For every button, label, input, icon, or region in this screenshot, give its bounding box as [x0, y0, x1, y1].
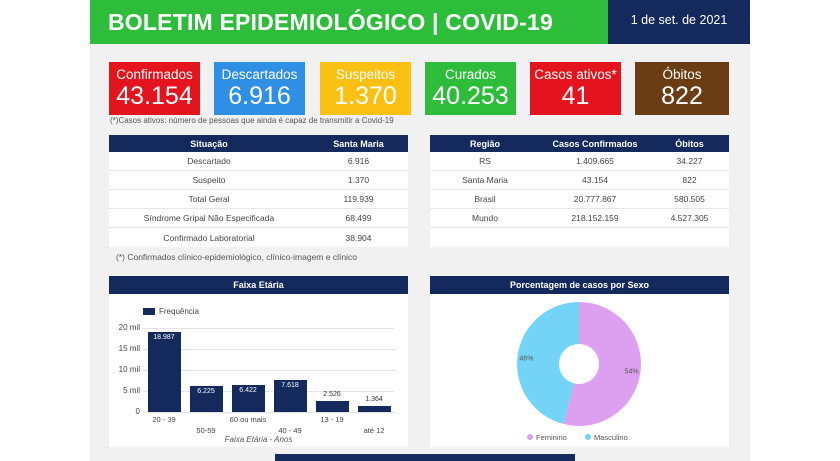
bar[interactable]	[315, 401, 349, 412]
report-date: 1 de set. de 2021	[608, 0, 750, 44]
legend-swatch	[143, 308, 155, 315]
table-row: Confirmado Laboratorial 38.904	[163, 232, 372, 243]
table-row: Descartado 6.916	[109, 152, 408, 171]
bar[interactable]	[231, 385, 265, 412]
card-value: 6.916	[228, 82, 291, 110]
donut-chart: 54% 46% Feminino Masculino	[517, 302, 641, 442]
card-label: Óbitos	[662, 67, 702, 82]
column-header: Região	[469, 138, 500, 149]
y-tick-label: 0	[135, 407, 140, 416]
bar-value-label: 7.618	[281, 382, 299, 389]
card-obitos[interactable]: Óbitos 822	[635, 62, 729, 115]
dashboard: BOLETIM EPIDEMIOLÓGICO | COVID-19 1 de s…	[90, 0, 750, 461]
x-tick-label: 60 ou mais	[229, 415, 267, 424]
card-label: Suspeitos	[335, 67, 396, 82]
table-row: RS 1.409.665 34.227	[430, 152, 729, 171]
pie-slice-masculino[interactable]	[517, 302, 579, 425]
age-chart-panel: Faixa Etária Frequência Faixa Etária - A…	[109, 276, 408, 447]
table-row: Brasil 20.777.867 580.505	[430, 190, 729, 209]
card-curados[interactable]: Curados 40.253	[425, 62, 516, 115]
legend-label[interactable]: Frequência	[159, 307, 200, 316]
slice-value-label: 46%	[519, 355, 533, 362]
card-value: 41	[561, 82, 590, 110]
regiao-table: Região Casos Confirmados Óbitos RS 1.409…	[430, 135, 729, 247]
column-header: Santa Maria	[333, 138, 384, 149]
card-label: Descartados	[221, 67, 298, 82]
active-cases-note: (*)Casos ativos: número de pessoas que a…	[110, 116, 394, 125]
card-value: 1.370	[334, 82, 397, 110]
pie-slice-feminino[interactable]	[563, 302, 641, 426]
panel-title: Faixa Etária	[109, 276, 408, 294]
table-row: Suspeito 1.370	[109, 171, 408, 190]
legend-label[interactable]: Masculino	[594, 433, 628, 442]
y-tick-label: 20 mil	[118, 323, 140, 332]
gridline	[143, 370, 395, 371]
gridline	[143, 349, 395, 350]
sex-chart-panel: Porcentagem de casos por Sexo 54% 46% Femi…	[430, 276, 729, 447]
bar[interactable]	[273, 380, 307, 412]
column-header: Situação	[190, 138, 228, 149]
x-tick-label: 40 - 49	[278, 426, 302, 435]
bar-value-label: 2.526	[323, 391, 341, 399]
confirmed-note: (*) Confirmados clínico-epidemiológico, …	[116, 252, 357, 262]
gridline	[143, 328, 395, 329]
gridline	[143, 391, 395, 392]
column-header: Óbitos	[675, 138, 704, 149]
footer-bar	[275, 454, 575, 461]
x-tick-label: 13 - 19	[320, 415, 344, 424]
panel-title: Porcentagem de casos por Sexo	[430, 276, 729, 294]
slice-value-label: 54%	[625, 369, 639, 376]
table-row: Síndrome Gripal Não Especificada 68.499	[109, 209, 408, 228]
legend-dot	[585, 434, 591, 440]
card-casos-ativos[interactable]: Casos ativos* 41	[530, 62, 621, 115]
x-axis-title: Faixa Etária - Anos	[224, 435, 293, 444]
y-tick-label: 10 mil	[118, 365, 140, 374]
bar-value-label: 1.364	[365, 396, 383, 404]
x-tick-label: até 12	[363, 426, 385, 435]
card-suspeitos[interactable]: Suspeitos 1.370	[320, 62, 411, 115]
card-descartados[interactable]: Descartados 6.916	[214, 62, 305, 115]
bar[interactable]	[189, 385, 223, 412]
legend-dot	[527, 434, 533, 440]
gridline	[143, 412, 395, 413]
y-tick-label: 5 mil	[123, 386, 140, 395]
situacao-table: Situação Santa Maria Descartado 6.916 Su…	[109, 135, 408, 247]
card-confirmados[interactable]: Confirmados 43.154	[109, 62, 200, 115]
bar-value-label: 6.225	[197, 387, 215, 395]
card-label: Curados	[444, 67, 497, 82]
table-row: Mundo 218.152.159 4.527.305	[430, 209, 729, 228]
card-value: 40.253	[432, 82, 509, 110]
bar[interactable]	[147, 332, 181, 412]
card-value: 822	[661, 82, 703, 110]
card-label: Confirmados	[116, 67, 193, 82]
bar-value-label: 6.422	[239, 387, 257, 395]
bar[interactable]	[357, 406, 391, 412]
card-label: Casos ativos*	[534, 67, 617, 82]
legend-label[interactable]: Feminino	[536, 433, 567, 442]
card-value: 43.154	[116, 82, 193, 110]
x-tick-label: 50-59	[196, 426, 216, 435]
table-row: Santa Maria 43.154 822	[430, 171, 729, 190]
y-tick-label: 15 mil	[118, 344, 140, 353]
x-tick-label: 20 - 39	[152, 415, 176, 424]
page-title: BOLETIM EPIDEMIOLÓGICO | COVID-19	[90, 0, 608, 44]
table-row: Total Geral 119.939	[109, 190, 408, 209]
column-header: Casos Confirmados	[552, 138, 638, 149]
bar-value-label: 18.987	[153, 334, 175, 342]
